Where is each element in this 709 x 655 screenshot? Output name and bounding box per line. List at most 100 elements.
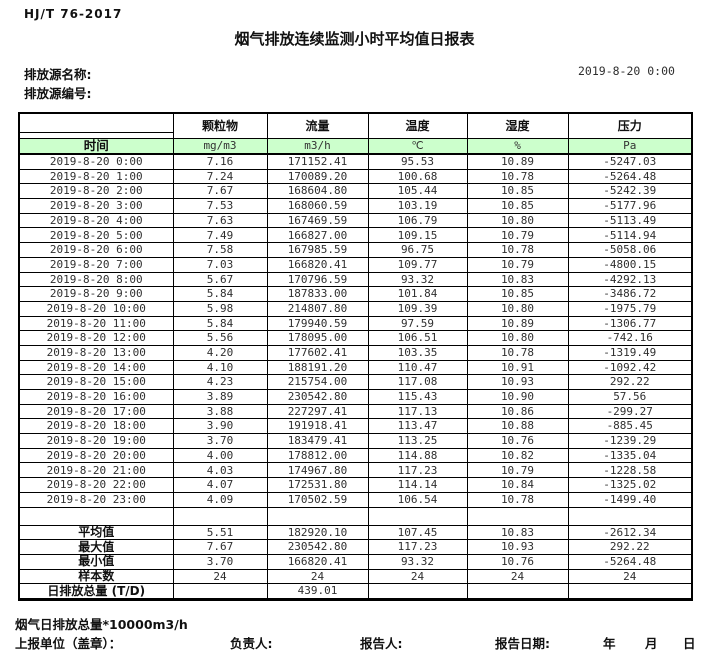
- row-time-cell: 2019-8-20 15:00: [18, 374, 174, 390]
- row-value-cell: -1228.58: [567, 462, 693, 479]
- table-row: 2019-8-20 18:00 3.90 191918.41 113.47 10.88-…: [18, 418, 693, 435]
- row-value-cell: 215754.00: [266, 374, 369, 390]
- row-value-cell: 230542.80: [266, 389, 369, 405]
- unit-temperature: ℃: [367, 138, 468, 155]
- summary-value-cell: 10.83: [466, 524, 569, 541]
- row-value-cell: 117.08: [367, 374, 468, 390]
- row-value-cell: 4.03: [172, 462, 268, 479]
- summary-value-cell: -5264.48: [567, 553, 693, 570]
- summary-value-cell: 230542.80: [266, 539, 369, 555]
- row-value-cell: 7.16: [172, 153, 268, 170]
- report-table: 颗粒物 流量 温度 湿度 压力 时间 mg/m3 m3/h ℃ % Pa 201…: [18, 112, 693, 601]
- row-value-cell: 3.88: [172, 403, 268, 420]
- reporter-label: 报告人:: [360, 636, 403, 651]
- row-value-cell: 166827.00: [266, 227, 369, 244]
- row-value-cell: 10.80: [466, 330, 569, 346]
- report-unit-label: 上报单位（盖章）：: [15, 636, 122, 651]
- summary-value-cell: 439.01: [266, 583, 369, 600]
- row-time-cell: 2019-8-20 2:00: [18, 183, 174, 200]
- row-value-cell: -4800.15: [567, 256, 693, 273]
- row-time-cell: 2019-8-20 16:00: [18, 389, 174, 405]
- row-value-cell: 109.77: [367, 256, 468, 273]
- row-value-cell: 7.58: [172, 242, 268, 258]
- source-id-label: 排放源编号:: [24, 86, 92, 101]
- row-value-cell: 113.25: [367, 433, 468, 449]
- table-row: 2019-8-20 1:00 7.24 170089.20 100.68 10.78 -5…: [18, 168, 693, 185]
- summary-value-cell: [172, 583, 268, 600]
- summary-value-cell: 3.70: [172, 553, 268, 570]
- row-value-cell: 214807.80: [266, 300, 369, 317]
- summary-value-cell: 107.45: [367, 524, 468, 541]
- table-row: 2019-8-20 16:00 3.89 230542.80 115.43 10.90 5…: [18, 389, 693, 405]
- row-value-cell: 7.67: [172, 183, 268, 200]
- row-value-cell: 5.56: [172, 330, 268, 346]
- row-value-cell: 10.80: [466, 212, 569, 229]
- row-value-cell: -1975.79: [567, 300, 693, 317]
- row-value-cell: 101.84: [367, 286, 468, 302]
- summary-value-cell: 7.67: [172, 539, 268, 555]
- row-value-cell: 10.89: [466, 153, 569, 170]
- row-value-cell: 117.23: [367, 462, 468, 479]
- row-time-cell: 2019-8-20 3:00: [18, 198, 174, 214]
- row-value-cell: 227297.41: [266, 403, 369, 420]
- row-value-cell: 4.23: [172, 374, 268, 390]
- row-value-cell: 7.63: [172, 212, 268, 229]
- row-value-cell: 97.59: [367, 315, 468, 332]
- table-row: 2019-8-20 15:00 4.23 215754.00 117.08 10.93 2…: [18, 374, 693, 390]
- corner-divider: [20, 120, 172, 133]
- row-value-cell: -1325.02: [567, 477, 693, 493]
- row-value-cell: 113.47: [367, 418, 468, 435]
- unit-humidity: %: [466, 138, 569, 155]
- summary-value-cell: 93.32: [367, 553, 468, 570]
- table-row: 2019-8-20 3:00 7.53 168060.59 103.19 10.85 -5…: [18, 198, 693, 214]
- row-value-cell: 5.84: [172, 315, 268, 332]
- row-value-cell: 114.88: [367, 447, 468, 464]
- corner-cell: [18, 112, 174, 139]
- summary-value-cell: 24: [567, 568, 693, 585]
- unit-pressure: Pa: [567, 138, 693, 155]
- table-row: 2019-8-20 0:00 7.16 171152.41 95.53 10.89 -52…: [18, 153, 693, 170]
- row-value-cell: 167469.59: [266, 212, 369, 229]
- row-value-cell: 7.24: [172, 168, 268, 185]
- row-value-cell: 10.82: [466, 447, 569, 464]
- row-value-cell: 183479.41: [266, 433, 369, 449]
- blank-row: [18, 506, 693, 526]
- row-value-cell: 172531.80: [266, 477, 369, 493]
- row-value-cell: 10.79: [466, 462, 569, 479]
- row-value-cell: 170089.20: [266, 168, 369, 185]
- row-value-cell: -1092.42: [567, 359, 693, 376]
- summary-row: 日排放总量 (T/D) 439.01: [18, 583, 693, 600]
- summary-row: 最小值 3.70 166820.41 93.32 10.76 -5264.48: [18, 553, 693, 570]
- row-value-cell: 10.85: [466, 286, 569, 302]
- row-value-cell: 7.53: [172, 198, 268, 214]
- row-time-cell: 2019-8-20 18:00: [18, 418, 174, 435]
- summary-value-cell: 292.22: [567, 539, 693, 555]
- row-value-cell: 4.10: [172, 359, 268, 376]
- row-value-cell: -3486.72: [567, 286, 693, 302]
- row-value-cell: -1335.04: [567, 447, 693, 464]
- summary-rows: 平均值 5.51 182920.10 107.45 10.83 -2612.34 最大值 7.…: [18, 524, 693, 600]
- row-value-cell: -1319.49: [567, 344, 693, 361]
- row-time-cell: 2019-8-20 20:00: [18, 447, 174, 464]
- row-value-cell: 5.98: [172, 300, 268, 317]
- row-value-cell: -5177.96: [567, 198, 693, 214]
- row-value-cell: -5113.49: [567, 212, 693, 229]
- row-time-cell: 2019-8-20 4:00: [18, 212, 174, 229]
- row-value-cell: 114.14: [367, 477, 468, 493]
- row-value-cell: -742.16: [567, 330, 693, 346]
- summary-row: 平均值 5.51 182920.10 107.45 10.83 -2612.34: [18, 524, 693, 541]
- row-value-cell: 10.86: [466, 403, 569, 420]
- row-value-cell: 106.54: [367, 491, 468, 508]
- blank-cell: [266, 506, 369, 526]
- row-time-cell: 2019-8-20 13:00: [18, 344, 174, 361]
- summary-label-cell: 样本数: [18, 568, 174, 585]
- row-time-cell: 2019-8-20 7:00: [18, 256, 174, 273]
- summary-value-cell: [367, 583, 468, 600]
- row-value-cell: 292.22: [567, 374, 693, 390]
- summary-value-cell: 166820.41: [266, 553, 369, 570]
- table-row: 2019-8-20 2:00 7.67 168604.80 105.44 10.85 -5…: [18, 183, 693, 200]
- blank-cell: [367, 506, 468, 526]
- row-value-cell: 96.75: [367, 242, 468, 258]
- summary-value-cell: 5.51: [172, 524, 268, 541]
- row-value-cell: 10.80: [466, 300, 569, 317]
